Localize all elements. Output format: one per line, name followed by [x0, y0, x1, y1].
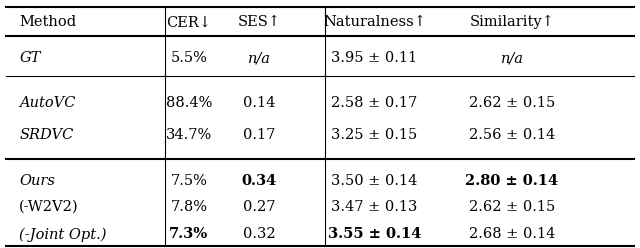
- Text: CER↓: CER↓: [166, 15, 211, 29]
- Text: 0.14: 0.14: [243, 96, 275, 110]
- Text: 2.62 ± 0.15: 2.62 ± 0.15: [469, 96, 555, 110]
- Text: 3.55 ± 0.14: 3.55 ± 0.14: [328, 227, 421, 241]
- Text: 0.27: 0.27: [243, 200, 275, 214]
- Text: 2.56 ± 0.14: 2.56 ± 0.14: [469, 128, 555, 142]
- Text: (-Joint Opt.): (-Joint Opt.): [19, 227, 107, 242]
- Text: 3.50 ± 0.14: 3.50 ± 0.14: [332, 174, 417, 188]
- Text: 0.32: 0.32: [243, 227, 275, 241]
- Text: 7.3%: 7.3%: [169, 227, 209, 241]
- Text: Naturalness↑: Naturalness↑: [323, 15, 426, 29]
- Text: n/a: n/a: [248, 51, 271, 65]
- Text: SES↑: SES↑: [237, 15, 281, 29]
- Text: n/a: n/a: [500, 51, 524, 65]
- Text: 2.80 ± 0.14: 2.80 ± 0.14: [465, 174, 559, 188]
- Text: (-W2V2): (-W2V2): [19, 200, 79, 214]
- Text: 3.25 ± 0.15: 3.25 ± 0.15: [332, 128, 417, 142]
- Text: 3.47 ± 0.13: 3.47 ± 0.13: [332, 200, 417, 214]
- Text: 5.5%: 5.5%: [170, 51, 207, 65]
- Text: Ours: Ours: [19, 174, 55, 188]
- Text: 3.95 ± 0.11: 3.95 ± 0.11: [332, 51, 417, 65]
- Text: AutoVC: AutoVC: [19, 96, 76, 110]
- Text: 7.5%: 7.5%: [170, 174, 207, 188]
- Text: 2.68 ± 0.14: 2.68 ± 0.14: [469, 227, 555, 241]
- Text: 0.17: 0.17: [243, 128, 275, 142]
- Text: 2.58 ± 0.17: 2.58 ± 0.17: [332, 96, 417, 110]
- Text: Method: Method: [19, 15, 76, 29]
- Text: GT: GT: [19, 51, 40, 65]
- Text: Similarity↑: Similarity↑: [470, 15, 554, 30]
- Text: 7.8%: 7.8%: [170, 200, 207, 214]
- Text: 34.7%: 34.7%: [166, 128, 212, 142]
- Text: 0.34: 0.34: [241, 174, 277, 188]
- Text: 88.4%: 88.4%: [166, 96, 212, 110]
- Text: SRDVC: SRDVC: [19, 128, 74, 142]
- Text: 2.62 ± 0.15: 2.62 ± 0.15: [469, 200, 555, 214]
